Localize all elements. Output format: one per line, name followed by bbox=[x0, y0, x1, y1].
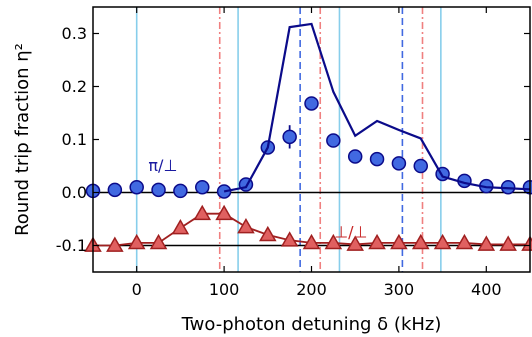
series-1-line bbox=[223, 22, 531, 193]
data-point-triangle bbox=[433, 233, 452, 250]
data-point-triangle bbox=[127, 233, 146, 250]
data-point-triangle bbox=[302, 233, 321, 250]
data-point-circle bbox=[304, 96, 319, 111]
data-point-circle bbox=[173, 183, 188, 199]
data-point-circle bbox=[369, 151, 385, 167]
data-point-circle bbox=[282, 129, 297, 145]
data-point-circle bbox=[107, 182, 123, 198]
data-point-triangle bbox=[477, 235, 496, 251]
data-point-triangle bbox=[499, 235, 517, 251]
data-point-triangle bbox=[346, 235, 364, 251]
data-point-triangle bbox=[193, 204, 212, 221]
series-annotations: π/⊥ ⊥/⊥ bbox=[148, 156, 367, 241]
series-annotation: ⊥/⊥ bbox=[334, 222, 367, 241]
data-point-triangle bbox=[215, 204, 233, 221]
data-point-triangle bbox=[324, 233, 343, 250]
data-point-triangle bbox=[280, 231, 299, 247]
data-point-circle bbox=[391, 156, 407, 171]
y-axis-label: Round trip fraction η² bbox=[12, 43, 33, 236]
data-point-triangle bbox=[237, 217, 255, 234]
data-point-circle bbox=[129, 179, 144, 195]
data-series bbox=[84, 22, 532, 252]
y-tick-label: 0.2 bbox=[62, 77, 87, 96]
x-tick-label: 200 bbox=[296, 280, 327, 299]
x-tick-label: 400 bbox=[471, 280, 502, 299]
data-point-triangle bbox=[455, 233, 474, 250]
data-point-triangle bbox=[411, 233, 430, 250]
y-tick-label: 0.3 bbox=[62, 24, 87, 43]
x-tick-label: 300 bbox=[384, 280, 415, 299]
data-point-triangle bbox=[106, 236, 124, 252]
data-point-circle bbox=[195, 179, 210, 195]
data-point-circle bbox=[151, 182, 166, 198]
data-point-circle bbox=[347, 149, 363, 164]
x-tick-label: 100 bbox=[209, 280, 240, 299]
data-point-circle bbox=[326, 133, 341, 148]
axis-ticks: 0 100 200 300 400 -0.1 0.0 0.1 0.2 0.3 bbox=[56, 7, 530, 299]
y-tick-label: 0.0 bbox=[62, 183, 87, 202]
plot-frame bbox=[92, 6, 531, 273]
x-axis-label: Two-photon detuning δ (kHz) bbox=[181, 314, 442, 335]
data-point-triangle bbox=[368, 233, 386, 250]
data-point-circle bbox=[413, 158, 428, 174]
y-tick-label: 0.1 bbox=[62, 130, 87, 149]
series-annotation: π/⊥ bbox=[148, 156, 177, 175]
y-tick-label: -0.1 bbox=[56, 236, 87, 255]
reference-vertical-lines bbox=[135, 7, 442, 272]
data-point-triangle bbox=[259, 225, 277, 242]
x-tick-label: 0 bbox=[132, 280, 142, 299]
data-point-triangle bbox=[171, 218, 190, 235]
data-point-triangle bbox=[149, 233, 168, 250]
data-point-triangle bbox=[390, 233, 408, 250]
